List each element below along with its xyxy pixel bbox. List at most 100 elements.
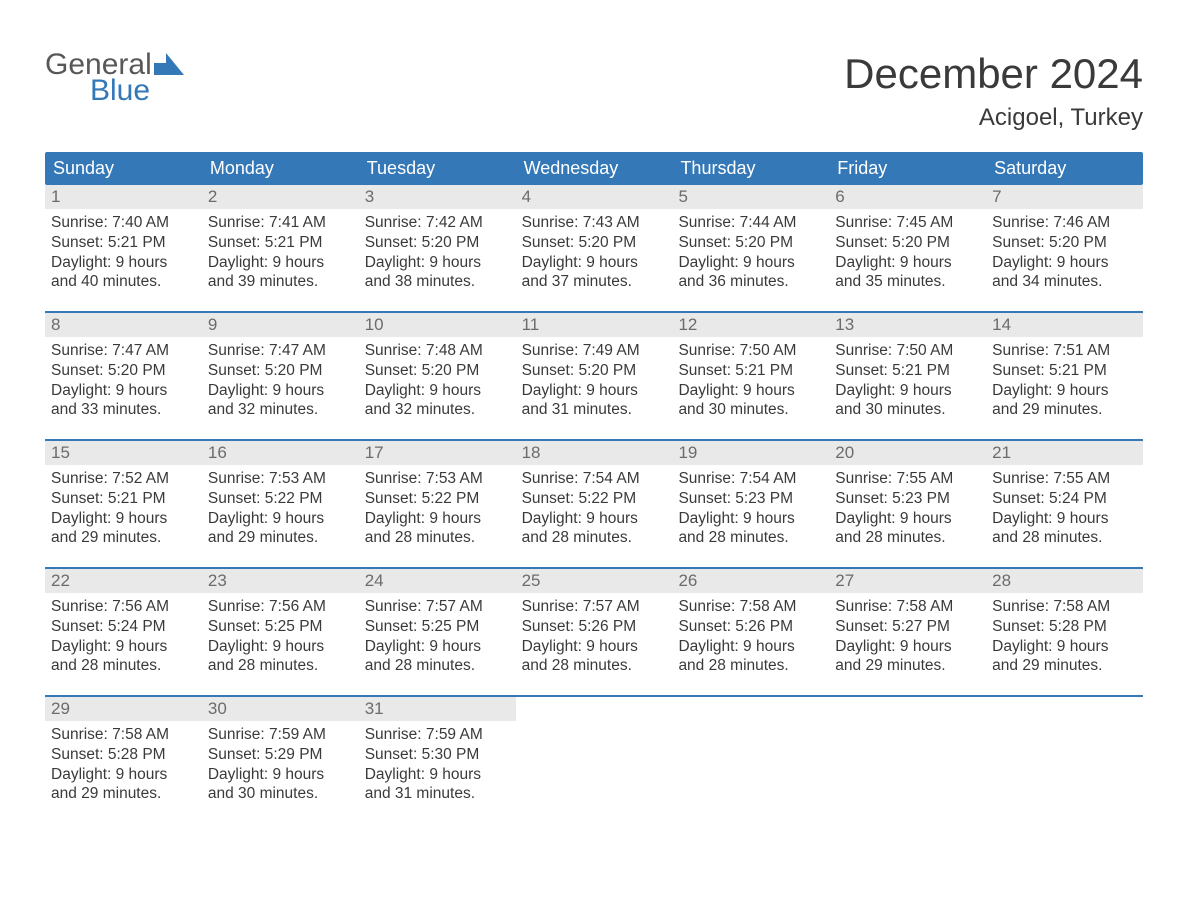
- weekday-header: Thursday: [672, 152, 829, 185]
- day-number: 20: [829, 441, 986, 465]
- calendar-day: 18Sunrise: 7:54 AMSunset: 5:22 PMDayligh…: [516, 441, 673, 553]
- location-subtitle: Acigoel, Turkey: [844, 104, 1143, 132]
- calendar-day: 23Sunrise: 7:56 AMSunset: 5:25 PMDayligh…: [202, 569, 359, 681]
- weekday-header: Friday: [829, 152, 986, 185]
- day-number: 4: [516, 185, 673, 209]
- day-details: Sunrise: 7:50 AMSunset: 5:21 PMDaylight:…: [672, 337, 829, 424]
- day-details: Sunrise: 7:49 AMSunset: 5:20 PMDaylight:…: [516, 337, 673, 424]
- calendar-day: 26Sunrise: 7:58 AMSunset: 5:26 PMDayligh…: [672, 569, 829, 681]
- calendar-day: 19Sunrise: 7:54 AMSunset: 5:23 PMDayligh…: [672, 441, 829, 553]
- day-number: 27: [829, 569, 986, 593]
- day-number: 22: [45, 569, 202, 593]
- page-header: General Blue December 2024 Acigoel, Turk…: [45, 50, 1143, 132]
- calendar-day: 30Sunrise: 7:59 AMSunset: 5:29 PMDayligh…: [202, 697, 359, 809]
- day-number: 18: [516, 441, 673, 465]
- calendar-day: 8Sunrise: 7:47 AMSunset: 5:20 PMDaylight…: [45, 313, 202, 425]
- calendar-day: 7Sunrise: 7:46 AMSunset: 5:20 PMDaylight…: [986, 185, 1143, 297]
- day-details: Sunrise: 7:48 AMSunset: 5:20 PMDaylight:…: [359, 337, 516, 424]
- calendar-day: 24Sunrise: 7:57 AMSunset: 5:25 PMDayligh…: [359, 569, 516, 681]
- calendar-day: .: [829, 697, 986, 809]
- calendar-day: .: [986, 697, 1143, 809]
- day-details: Sunrise: 7:45 AMSunset: 5:20 PMDaylight:…: [829, 209, 986, 296]
- day-details: Sunrise: 7:53 AMSunset: 5:22 PMDaylight:…: [359, 465, 516, 552]
- calendar: Sunday Monday Tuesday Wednesday Thursday…: [45, 152, 1143, 809]
- day-details: Sunrise: 7:58 AMSunset: 5:28 PMDaylight:…: [45, 721, 202, 808]
- day-details: Sunrise: 7:44 AMSunset: 5:20 PMDaylight:…: [672, 209, 829, 296]
- calendar-day: 28Sunrise: 7:58 AMSunset: 5:28 PMDayligh…: [986, 569, 1143, 681]
- logo: General Blue: [45, 50, 184, 106]
- day-number: 16: [202, 441, 359, 465]
- weekday-header: Monday: [202, 152, 359, 185]
- day-details: Sunrise: 7:54 AMSunset: 5:22 PMDaylight:…: [516, 465, 673, 552]
- day-details: Sunrise: 7:59 AMSunset: 5:29 PMDaylight:…: [202, 721, 359, 808]
- calendar-day: 25Sunrise: 7:57 AMSunset: 5:26 PMDayligh…: [516, 569, 673, 681]
- calendar-day: 10Sunrise: 7:48 AMSunset: 5:20 PMDayligh…: [359, 313, 516, 425]
- day-details: Sunrise: 7:56 AMSunset: 5:24 PMDaylight:…: [45, 593, 202, 680]
- day-number: 2: [202, 185, 359, 209]
- day-details: Sunrise: 7:51 AMSunset: 5:21 PMDaylight:…: [986, 337, 1143, 424]
- day-details: Sunrise: 7:55 AMSunset: 5:24 PMDaylight:…: [986, 465, 1143, 552]
- calendar-day: 21Sunrise: 7:55 AMSunset: 5:24 PMDayligh…: [986, 441, 1143, 553]
- calendar-day: 9Sunrise: 7:47 AMSunset: 5:20 PMDaylight…: [202, 313, 359, 425]
- day-number: 31: [359, 697, 516, 721]
- day-number: 24: [359, 569, 516, 593]
- day-number: 3: [359, 185, 516, 209]
- calendar-day: 3Sunrise: 7:42 AMSunset: 5:20 PMDaylight…: [359, 185, 516, 297]
- calendar-day: 27Sunrise: 7:58 AMSunset: 5:27 PMDayligh…: [829, 569, 986, 681]
- day-details: Sunrise: 7:53 AMSunset: 5:22 PMDaylight:…: [202, 465, 359, 552]
- day-details: Sunrise: 7:40 AMSunset: 5:21 PMDaylight:…: [45, 209, 202, 296]
- day-details: Sunrise: 7:46 AMSunset: 5:20 PMDaylight:…: [986, 209, 1143, 296]
- calendar-week: 22Sunrise: 7:56 AMSunset: 5:24 PMDayligh…: [45, 567, 1143, 681]
- calendar-day: 13Sunrise: 7:50 AMSunset: 5:21 PMDayligh…: [829, 313, 986, 425]
- day-number: 8: [45, 313, 202, 337]
- day-number: 14: [986, 313, 1143, 337]
- day-details: Sunrise: 7:57 AMSunset: 5:25 PMDaylight:…: [359, 593, 516, 680]
- day-number: 28: [986, 569, 1143, 593]
- calendar-day: .: [516, 697, 673, 809]
- weekday-header: Saturday: [986, 152, 1143, 185]
- day-number: 11: [516, 313, 673, 337]
- calendar-day: 11Sunrise: 7:49 AMSunset: 5:20 PMDayligh…: [516, 313, 673, 425]
- day-details: Sunrise: 7:43 AMSunset: 5:20 PMDaylight:…: [516, 209, 673, 296]
- day-number: 21: [986, 441, 1143, 465]
- day-number: 5: [672, 185, 829, 209]
- day-number: 10: [359, 313, 516, 337]
- title-block: December 2024 Acigoel, Turkey: [844, 50, 1143, 132]
- calendar-day: 16Sunrise: 7:53 AMSunset: 5:22 PMDayligh…: [202, 441, 359, 553]
- calendar-week: 29Sunrise: 7:58 AMSunset: 5:28 PMDayligh…: [45, 695, 1143, 809]
- day-details: Sunrise: 7:58 AMSunset: 5:27 PMDaylight:…: [829, 593, 986, 680]
- logo-text-blue: Blue: [90, 76, 184, 106]
- day-number: 30: [202, 697, 359, 721]
- day-number: 7: [986, 185, 1143, 209]
- calendar-day: 1Sunrise: 7:40 AMSunset: 5:21 PMDaylight…: [45, 185, 202, 297]
- day-details: Sunrise: 7:59 AMSunset: 5:30 PMDaylight:…: [359, 721, 516, 808]
- day-details: Sunrise: 7:54 AMSunset: 5:23 PMDaylight:…: [672, 465, 829, 552]
- day-details: Sunrise: 7:56 AMSunset: 5:25 PMDaylight:…: [202, 593, 359, 680]
- day-details: Sunrise: 7:58 AMSunset: 5:26 PMDaylight:…: [672, 593, 829, 680]
- day-number: 17: [359, 441, 516, 465]
- calendar-day: 31Sunrise: 7:59 AMSunset: 5:30 PMDayligh…: [359, 697, 516, 809]
- day-number: 9: [202, 313, 359, 337]
- day-number: 1: [45, 185, 202, 209]
- calendar-day: .: [672, 697, 829, 809]
- calendar-week: 1Sunrise: 7:40 AMSunset: 5:21 PMDaylight…: [45, 185, 1143, 297]
- calendar-day: 12Sunrise: 7:50 AMSunset: 5:21 PMDayligh…: [672, 313, 829, 425]
- day-number: 13: [829, 313, 986, 337]
- calendar-day: 5Sunrise: 7:44 AMSunset: 5:20 PMDaylight…: [672, 185, 829, 297]
- day-number: 26: [672, 569, 829, 593]
- day-details: Sunrise: 7:50 AMSunset: 5:21 PMDaylight:…: [829, 337, 986, 424]
- day-number: 6: [829, 185, 986, 209]
- calendar-day: 20Sunrise: 7:55 AMSunset: 5:23 PMDayligh…: [829, 441, 986, 553]
- weekday-header-row: Sunday Monday Tuesday Wednesday Thursday…: [45, 152, 1143, 185]
- month-title: December 2024: [844, 50, 1143, 98]
- calendar-week: 15Sunrise: 7:52 AMSunset: 5:21 PMDayligh…: [45, 439, 1143, 553]
- day-details: Sunrise: 7:47 AMSunset: 5:20 PMDaylight:…: [202, 337, 359, 424]
- weekday-header: Tuesday: [359, 152, 516, 185]
- weekday-header: Wednesday: [516, 152, 673, 185]
- day-details: Sunrise: 7:52 AMSunset: 5:21 PMDaylight:…: [45, 465, 202, 552]
- day-details: Sunrise: 7:47 AMSunset: 5:20 PMDaylight:…: [45, 337, 202, 424]
- day-number: 23: [202, 569, 359, 593]
- calendar-day: 22Sunrise: 7:56 AMSunset: 5:24 PMDayligh…: [45, 569, 202, 681]
- day-number: 19: [672, 441, 829, 465]
- day-number: 25: [516, 569, 673, 593]
